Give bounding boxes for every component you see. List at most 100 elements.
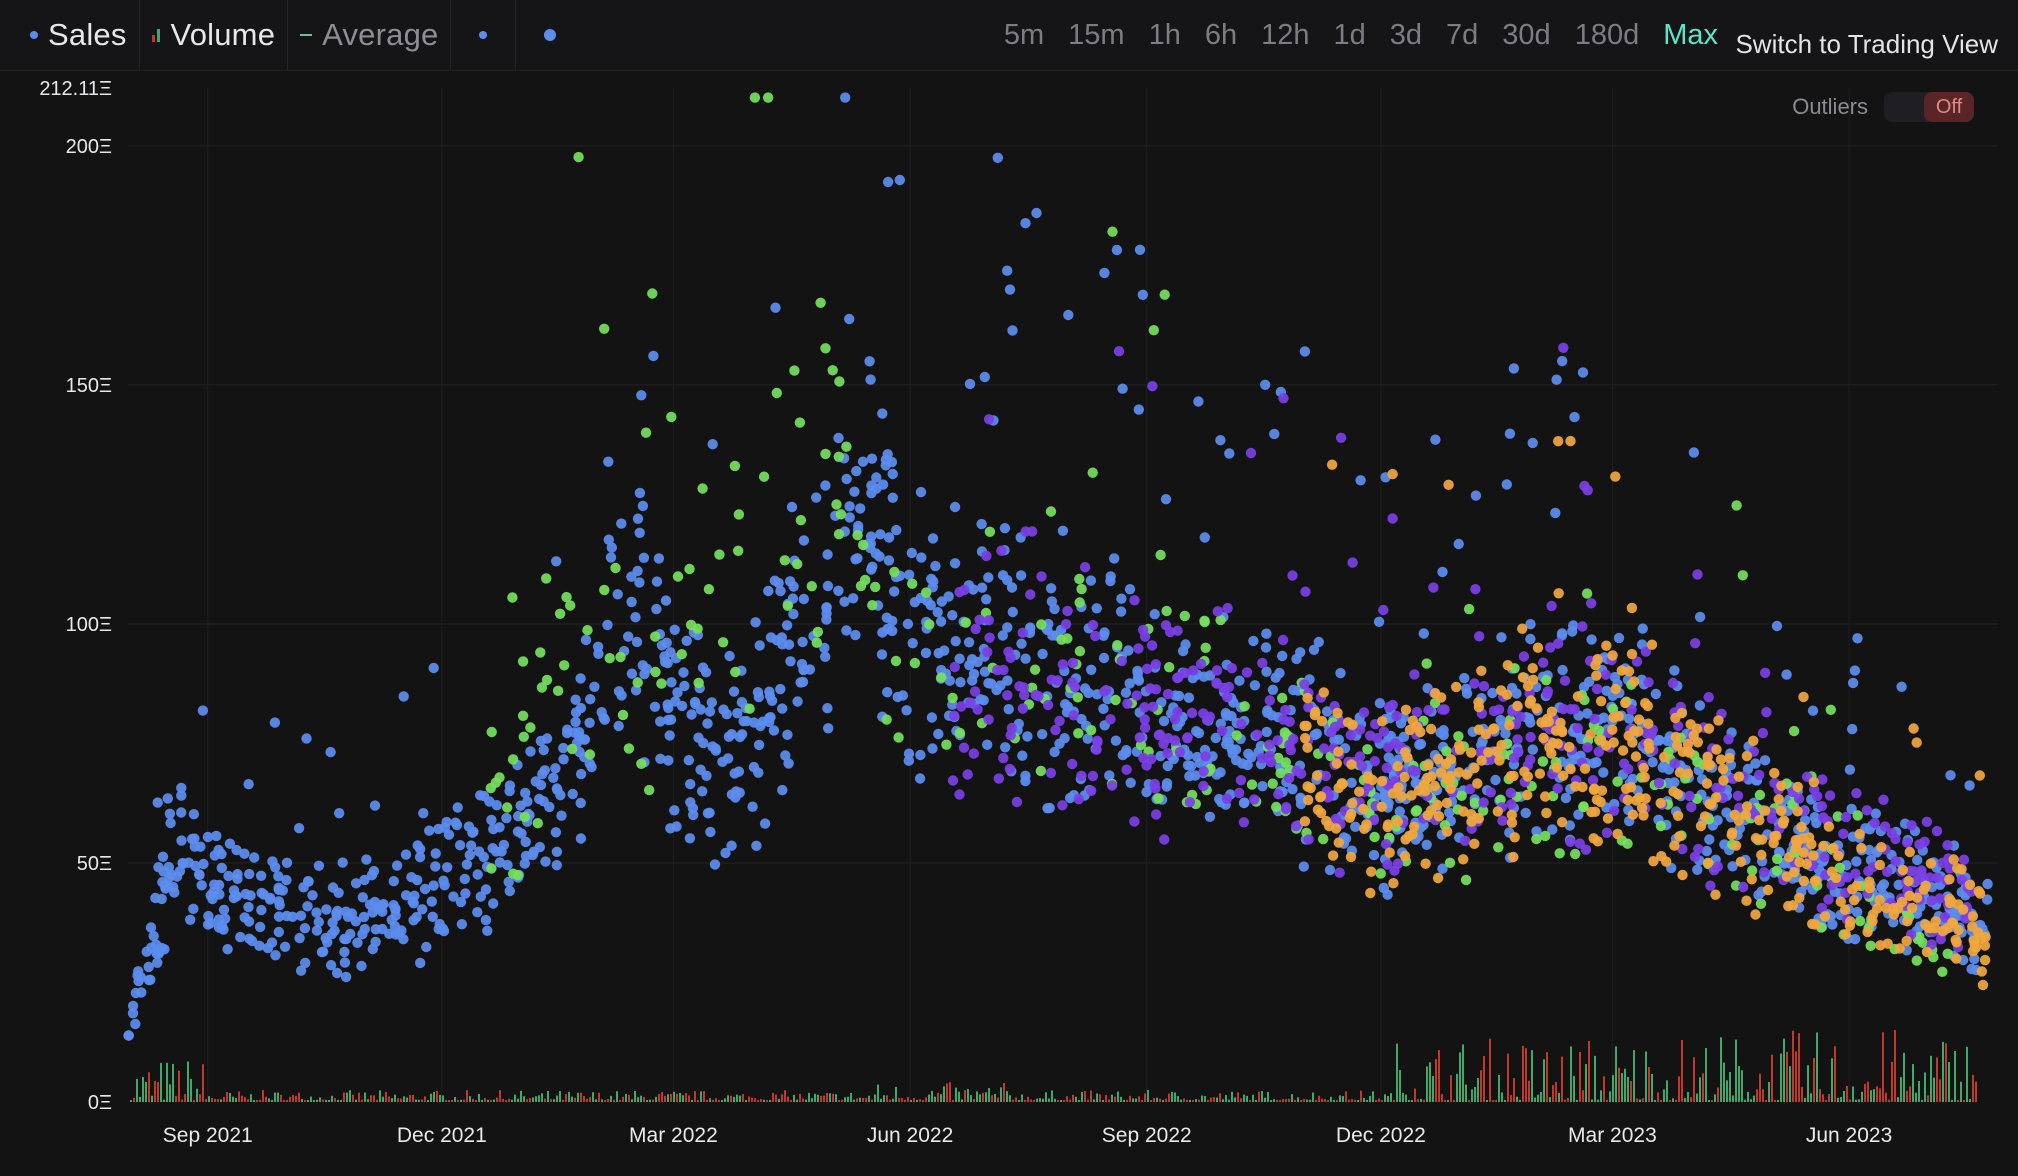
sale-point	[1435, 727, 1446, 738]
volume-bar	[565, 1094, 567, 1102]
volume-bar	[1306, 1099, 1308, 1102]
sale-point	[1704, 759, 1716, 770]
legend-average[interactable]: Average	[288, 0, 452, 70]
sale-point	[1522, 680, 1534, 692]
switch-to-trading-view-link[interactable]: Switch to Trading View	[1735, 29, 1998, 59]
sale-point	[833, 432, 844, 444]
sale-point	[279, 941, 291, 952]
sale-point	[626, 596, 637, 608]
sale-point	[1630, 751, 1642, 762]
sale-point	[1216, 725, 1228, 736]
sale-point	[1552, 738, 1564, 749]
sale-point	[1508, 851, 1519, 863]
volume-bar	[631, 1099, 633, 1102]
legend-volume[interactable]: Volume	[140, 0, 289, 70]
volume-bar	[247, 1099, 249, 1102]
sale-point	[157, 851, 169, 862]
sale-point	[136, 987, 147, 998]
sale-point	[1120, 687, 1132, 698]
sale-point	[1750, 758, 1761, 769]
sale-point	[325, 960, 337, 971]
volume-bar	[844, 1097, 846, 1102]
legend-large-dots-toggle[interactable]	[516, 0, 584, 70]
sale-point	[827, 365, 838, 376]
sale-point	[1141, 663, 1153, 674]
volume-bar	[1471, 1089, 1473, 1102]
volume-bar	[1822, 1094, 1824, 1102]
volume-bar	[298, 1092, 300, 1102]
outliers-toggle[interactable]: Off	[1884, 92, 1974, 122]
volume-bar	[1639, 1099, 1641, 1102]
sale-point	[1141, 786, 1152, 798]
volume-bar	[274, 1092, 276, 1102]
sale-point	[1184, 771, 1195, 782]
range-30d[interactable]: 30d	[1502, 18, 1551, 51]
sale-point	[570, 694, 581, 705]
volume-bar	[550, 1099, 552, 1102]
sale-point	[1160, 494, 1172, 505]
volume-bar	[385, 1091, 387, 1102]
sale-point	[765, 712, 776, 723]
sale-point	[536, 682, 548, 693]
range-1h[interactable]: 1h	[1148, 18, 1181, 51]
volume-bar	[241, 1095, 243, 1102]
sale-point	[844, 313, 855, 325]
sale-point	[1638, 810, 1649, 821]
volume-bar	[157, 1081, 159, 1102]
sale-point	[636, 390, 647, 401]
range-180d[interactable]: 180d	[1574, 18, 1640, 51]
volume-bar	[1399, 1070, 1401, 1102]
sale-point	[1808, 850, 1819, 861]
volume-bar	[523, 1096, 525, 1102]
sale-point	[156, 893, 167, 905]
volume-bar	[736, 1094, 738, 1102]
sale-point	[1715, 754, 1727, 765]
y-tick-label: 0Ξ	[88, 1092, 112, 1114]
range-max[interactable]: Max	[1663, 18, 1718, 51]
sale-point	[914, 773, 926, 784]
range-15m[interactable]: 15m	[1068, 18, 1125, 51]
range-5m[interactable]: 5m	[1003, 18, 1045, 51]
volume-bar	[892, 1098, 894, 1102]
sale-point	[1848, 895, 1860, 906]
volume-bar	[1825, 1099, 1827, 1102]
sale-point	[1502, 660, 1514, 671]
volume-bar	[244, 1097, 246, 1102]
range-1d[interactable]: 1d	[1333, 18, 1366, 51]
sale-point	[1907, 902, 1918, 914]
range-3d[interactable]: 3d	[1389, 18, 1423, 51]
volume-bar	[1678, 1076, 1680, 1102]
sale-point	[1347, 557, 1358, 568]
legend-sales[interactable]: Sales	[18, 0, 140, 70]
range-6h[interactable]: 6h	[1204, 18, 1238, 51]
volume-bar	[1591, 1099, 1593, 1102]
volume-bar	[1039, 1098, 1041, 1102]
volume-bar	[832, 1093, 834, 1102]
sale-point	[1591, 794, 1603, 805]
legend-small-dots-toggle[interactable]	[451, 0, 517, 70]
volume-bar	[541, 1093, 543, 1102]
sale-point	[1708, 865, 1720, 876]
volume-bar	[1786, 1051, 1788, 1102]
range-12h[interactable]: 12h	[1261, 18, 1310, 51]
volume-bar	[775, 1094, 777, 1102]
sale-point	[1186, 707, 1198, 719]
volume-bar	[940, 1094, 942, 1102]
sale-point	[1570, 781, 1581, 792]
volume-bar	[484, 1098, 486, 1102]
sale-point	[1888, 917, 1899, 928]
sale-point	[541, 733, 553, 744]
sale-point	[1557, 355, 1568, 367]
range-7d[interactable]: 7d	[1446, 18, 1479, 51]
sale-point	[504, 885, 515, 897]
sale-point	[1593, 725, 1605, 736]
sale-point	[753, 739, 765, 751]
sale-point	[1284, 772, 1295, 784]
volume-bar	[841, 1099, 843, 1102]
sale-point	[1565, 435, 1576, 447]
volume-bar	[1834, 1046, 1836, 1102]
sale-point	[1527, 437, 1538, 449]
sale-point	[632, 677, 643, 688]
sale-point	[1585, 729, 1596, 740]
sale-point	[706, 697, 717, 708]
